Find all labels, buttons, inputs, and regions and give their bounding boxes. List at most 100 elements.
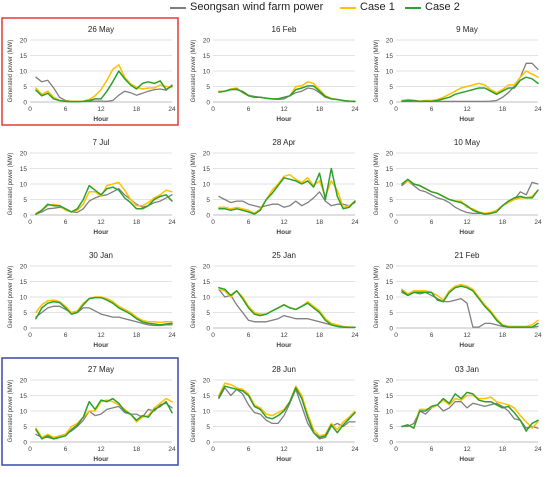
y-tick-label-25-jan-15: 15 — [203, 279, 211, 286]
y-tick-label-03-jan-0: 0 — [389, 440, 393, 447]
x-tick-label-27-may-24: 24 — [168, 446, 176, 453]
x-tick-label-27-may-18: 18 — [133, 446, 141, 453]
x-tick-label-16-feb-24: 24 — [351, 106, 359, 113]
y-tick-label-9-may-5: 5 — [389, 84, 393, 91]
x-tick-label-10-may-6: 6 — [430, 219, 434, 226]
legend-line-case1 — [340, 7, 356, 9]
x-tick-label-25-jan-12: 12 — [280, 332, 288, 339]
x-tick-label-28-jun-18: 18 — [316, 446, 324, 453]
legend-label-case1: Case 1 — [360, 1, 395, 13]
y-axis-label-30-jan: Generated power (MW) — [8, 266, 14, 329]
y-tick-label-25-jan-10: 10 — [203, 295, 211, 302]
x-tick-label-9-may-12: 12 — [463, 106, 471, 113]
x-tick-label-7-jul-12: 12 — [97, 219, 105, 226]
x-tick-label-27-may-12: 12 — [97, 446, 105, 453]
y-tick-label-26-may-20: 20 — [20, 38, 28, 45]
x-tick-label-28-apr-12: 12 — [280, 219, 288, 226]
series-line-7-jul-case2 — [35, 184, 173, 215]
x-tick-label-03-jan-24: 24 — [534, 446, 542, 453]
y-tick-label-10-may-15: 15 — [386, 166, 394, 173]
series-line-25-jan-case2 — [218, 286, 356, 329]
x-tick-label-30-jan-6: 6 — [64, 332, 68, 339]
series-line-9-may-seongsan — [401, 62, 539, 103]
y-tick-label-26-may-10: 10 — [20, 69, 28, 76]
y-tick-label-16-feb-20: 20 — [203, 38, 211, 45]
y-tick-label-26-may-15: 15 — [20, 53, 28, 60]
y-tick-label-16-feb-0: 0 — [206, 100, 210, 107]
x-tick-label-9-may-0: 0 — [394, 106, 398, 113]
series-line-28-apr-case2 — [218, 167, 356, 215]
y-tick-label-30-jan-0: 0 — [23, 326, 27, 333]
y-tick-label-16-feb-15: 15 — [203, 53, 211, 60]
y-tick-label-03-jan-20: 20 — [386, 378, 394, 385]
y-axis-label-28-apr: Generated power (MW) — [191, 153, 197, 216]
y-tick-label-28-jun-15: 15 — [203, 393, 211, 400]
series-line-21-feb-seongsan — [401, 291, 539, 328]
y-axis-label-28-jun: Generated power (MW) — [191, 380, 197, 443]
x-tick-label-03-jan-18: 18 — [499, 446, 507, 453]
chart-title-28-jun: 28 Jun — [272, 365, 296, 374]
y-tick-label-27-may-0: 0 — [23, 440, 27, 447]
x-tick-label-30-jan-0: 0 — [28, 332, 32, 339]
y-tick-label-25-jan-5: 5 — [206, 310, 210, 317]
x-tick-label-10-may-18: 18 — [499, 219, 507, 226]
series-line-16-feb-case2 — [218, 85, 356, 103]
x-tick-label-28-jun-24: 24 — [351, 446, 359, 453]
y-tick-label-28-apr-5: 5 — [206, 197, 210, 204]
chart-title-7-jul: 7 Jul — [93, 138, 110, 147]
y-axis-label-03-jan: Generated power (MW) — [374, 380, 380, 443]
x-tick-label-26-may-6: 6 — [64, 106, 68, 113]
y-tick-label-9-may-20: 20 — [386, 38, 394, 45]
y-tick-label-7-jul-0: 0 — [23, 213, 27, 220]
series-line-27-may-case1 — [35, 397, 173, 439]
series-line-03-jan-case2 — [401, 391, 539, 432]
chart-title-28-apr: 28 Apr — [272, 138, 295, 147]
legend-line-seongsan — [170, 7, 186, 9]
y-tick-label-28-apr-10: 10 — [203, 182, 211, 189]
chart-title-21-feb: 21 Feb — [455, 251, 480, 260]
chart-title-30-jan: 30 Jan — [89, 251, 113, 260]
x-tick-label-10-may-12: 12 — [463, 219, 471, 226]
legend-line-case2 — [405, 7, 421, 9]
x-tick-label-30-jan-18: 18 — [133, 332, 141, 339]
y-tick-label-27-may-20: 20 — [20, 378, 28, 385]
x-axis-label-03-jan: Hour — [459, 456, 475, 463]
series-line-10-may-case2 — [401, 178, 539, 215]
x-tick-label-27-may-0: 0 — [28, 446, 32, 453]
series-line-03-jan-seongsan — [401, 401, 539, 429]
y-tick-label-28-jun-5: 5 — [206, 424, 210, 431]
x-tick-label-03-jan-0: 0 — [394, 446, 398, 453]
x-axis-label-10-may: Hour — [459, 229, 475, 236]
x-tick-label-26-may-18: 18 — [133, 106, 141, 113]
x-tick-label-9-may-24: 24 — [534, 106, 542, 113]
y-tick-label-10-may-20: 20 — [386, 151, 394, 158]
y-tick-label-7-jul-20: 20 — [20, 151, 28, 158]
y-tick-label-10-may-0: 0 — [389, 213, 393, 220]
x-tick-label-7-jul-6: 6 — [64, 219, 68, 226]
y-tick-label-7-jul-10: 10 — [20, 182, 28, 189]
x-axis-label-9-may: Hour — [459, 116, 475, 123]
chart-title-9-may: 9 May — [456, 25, 478, 34]
x-axis-label-30-jan: Hour — [93, 342, 109, 349]
series-line-9-may-case1 — [401, 70, 539, 102]
legend-label-case2: Case 2 — [425, 1, 460, 13]
y-tick-label-9-may-0: 0 — [389, 100, 393, 107]
y-tick-label-7-jul-5: 5 — [23, 197, 27, 204]
x-tick-label-03-jan-6: 6 — [430, 446, 434, 453]
x-axis-label-28-jun: Hour — [276, 456, 292, 463]
x-tick-label-21-feb-0: 0 — [394, 332, 398, 339]
x-tick-label-10-may-24: 24 — [534, 219, 542, 226]
x-tick-label-28-apr-24: 24 — [351, 219, 359, 226]
x-tick-label-7-jul-0: 0 — [28, 219, 32, 226]
y-tick-label-28-jun-10: 10 — [203, 409, 211, 416]
y-tick-label-30-jan-10: 10 — [20, 295, 28, 302]
y-axis-label-26-may: Generated power (MW) — [8, 40, 14, 103]
x-tick-label-28-apr-6: 6 — [247, 219, 251, 226]
x-axis-label-26-may: Hour — [93, 116, 109, 123]
x-axis-label-28-apr: Hour — [276, 229, 292, 236]
y-tick-label-28-jun-20: 20 — [203, 378, 211, 385]
x-tick-label-28-jun-0: 0 — [211, 446, 215, 453]
series-line-16-feb-case1 — [218, 81, 356, 103]
series-line-21-feb-case2 — [401, 285, 539, 328]
